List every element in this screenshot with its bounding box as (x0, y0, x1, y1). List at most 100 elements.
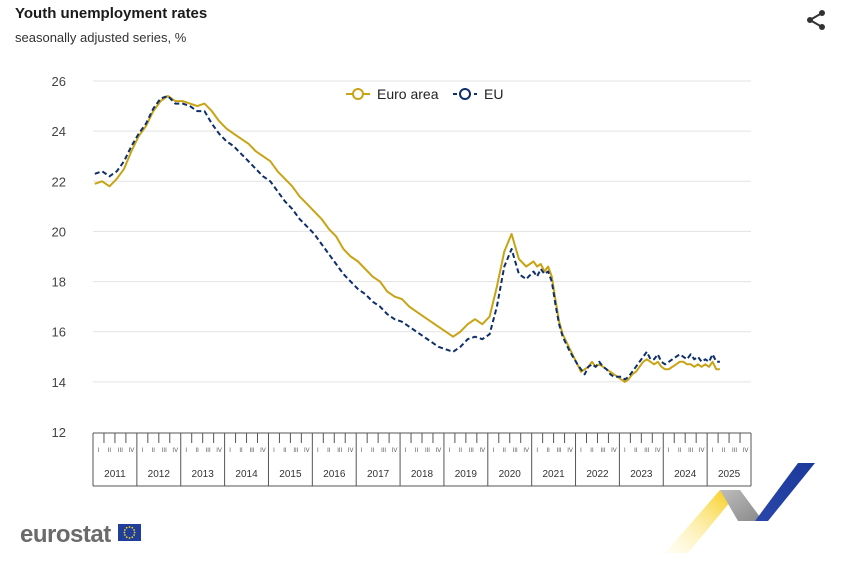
quarter-label: III (425, 448, 430, 454)
quarter-label: IV (436, 448, 442, 454)
quarter-label: II (678, 448, 682, 454)
quarter-label: IV (699, 448, 705, 454)
year-label: 2014 (235, 469, 258, 480)
year-label: 2021 (542, 469, 565, 480)
quarter-label: I (185, 448, 187, 454)
quarter-label: III (250, 448, 255, 454)
year-label: 2022 (586, 469, 609, 480)
quarter-label: II (239, 448, 243, 454)
quarter-label: II (196, 448, 200, 454)
quarter-label: II (722, 448, 726, 454)
quarter-label: III (557, 448, 562, 454)
quarter-label: II (415, 448, 419, 454)
quarter-label: II (283, 448, 287, 454)
year-label: 2025 (718, 469, 741, 480)
quarter-label: I (361, 448, 363, 454)
quarter-label: III (337, 448, 342, 454)
quarter-label: I (492, 448, 494, 454)
year-label: 2012 (148, 469, 171, 480)
eu-line (94, 95, 720, 381)
quarter-label: III (513, 448, 518, 454)
year-label: 2019 (455, 469, 478, 480)
quarter-label: I (142, 448, 144, 454)
quarter-label: IV (743, 448, 749, 454)
quarter-label: II (371, 448, 375, 454)
eu-flag-icon (118, 524, 141, 541)
quarter-label: I (624, 448, 626, 454)
y-tick-label: 16 (52, 325, 66, 340)
year-label: 2023 (630, 469, 653, 480)
y-tick-label: 20 (52, 224, 66, 239)
quarter-label: I (668, 448, 670, 454)
quarter-label: IV (655, 448, 661, 454)
y-axis: 12 14 16 18 20 22 24 26 (52, 74, 66, 440)
decorative-chevron-icon (665, 463, 815, 553)
quarter-label: I (317, 448, 319, 454)
quarter-label: II (327, 448, 331, 454)
quarter-label: III (469, 448, 474, 454)
quarter-label: IV (611, 448, 617, 454)
y-tick-label: 12 (52, 425, 66, 440)
legend-eu-marker (459, 88, 471, 100)
y-tick-label: 26 (52, 74, 66, 89)
quarter-label: IV (304, 448, 310, 454)
quarter-label: IV (392, 448, 398, 454)
year-label: 2013 (192, 469, 215, 480)
quarter-label: II (152, 448, 156, 454)
quarter-label: I (580, 448, 582, 454)
quarter-label: III (118, 448, 123, 454)
y-tick-label: 24 (52, 124, 66, 139)
year-label: 2011 (104, 469, 126, 480)
quarter-label: IV (348, 448, 354, 454)
quarter-label: I (229, 448, 231, 454)
quarter-label: IV (479, 448, 485, 454)
year-label: 2018 (411, 469, 434, 480)
quarter-label: IV (567, 448, 573, 454)
quarter-label: III (293, 448, 298, 454)
chart-title: Youth unemployment rates (15, 5, 208, 22)
quarter-label: I (273, 448, 275, 454)
euro-area-line (94, 95, 720, 383)
quarter-label: I (98, 448, 100, 454)
quarter-label: III (688, 448, 693, 454)
year-label: 2017 (367, 469, 390, 480)
quarter-label: III (732, 448, 737, 454)
year-label: 2016 (323, 469, 346, 480)
chart-subtitle: seasonally adjusted series, % (15, 30, 187, 45)
quarter-label: IV (129, 448, 135, 454)
quarter-label: I (449, 448, 451, 454)
quarter-label: II (459, 448, 463, 454)
quarter-label: II (546, 448, 550, 454)
year-label: 2015 (279, 469, 302, 480)
quarter-label: II (590, 448, 594, 454)
quarter-label: I (712, 448, 714, 454)
year-label: 2020 (499, 469, 522, 480)
quarter-label: III (206, 448, 211, 454)
grid-lines (93, 80, 751, 383)
quarter-label: II (108, 448, 112, 454)
y-tick-label: 14 (52, 375, 66, 390)
legend-euro-area-label: Euro area (377, 86, 439, 102)
quarter-label: II (634, 448, 638, 454)
quarter-label: II (503, 448, 507, 454)
quarter-label: IV (216, 448, 222, 454)
quarter-label: III (381, 448, 386, 454)
share-icon[interactable] (804, 8, 828, 32)
quarter-label: III (600, 448, 605, 454)
quarter-label: IV (260, 448, 266, 454)
quarter-label: III (162, 448, 167, 454)
legend-euro-area-marker (352, 88, 364, 100)
y-tick-label: 22 (52, 174, 66, 189)
year-label: 2024 (674, 469, 697, 480)
legend-eu-label: EU (484, 86, 503, 102)
x-axis: I II III IV I II III IV I II III IV I II III IV I II III IV… (92, 432, 752, 487)
quarter-label: IV (172, 448, 178, 454)
y-tick-label: 18 (52, 275, 66, 290)
eurostat-logo-text: eurostat (20, 521, 111, 548)
quarter-label: IV (523, 448, 529, 454)
series-lines (94, 95, 720, 383)
quarter-label: III (644, 448, 649, 454)
quarter-label: I (405, 448, 407, 454)
legend: Euro area EU (346, 86, 503, 102)
